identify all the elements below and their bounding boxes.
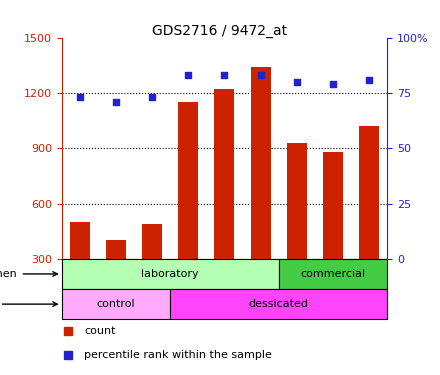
Bar (359, 126, 379, 259)
Bar (106, 240, 126, 259)
Text: control: control (96, 299, 135, 309)
Bar (287, 142, 307, 259)
Bar (323, 152, 343, 259)
Text: specimen: specimen (0, 269, 57, 279)
Point (112, 99, 119, 105)
Text: stress: stress (0, 299, 57, 309)
Text: commercial: commercial (301, 269, 366, 279)
Bar (279, 259, 387, 289)
Point (293, 79, 300, 85)
Point (330, 81, 337, 87)
Bar (214, 89, 235, 259)
Point (76, 94, 83, 100)
Text: dessicated: dessicated (249, 299, 309, 309)
Text: percentile rank within the sample: percentile rank within the sample (84, 350, 272, 360)
Text: count: count (84, 326, 116, 336)
Bar (178, 102, 198, 259)
Bar (251, 67, 271, 259)
Bar (62, 259, 279, 289)
Point (221, 72, 228, 78)
Point (257, 72, 264, 78)
Text: laboratory: laboratory (141, 269, 199, 279)
Bar (170, 289, 387, 319)
Text: GDS2716 / 9472_at: GDS2716 / 9472_at (152, 24, 288, 38)
Bar (142, 224, 162, 259)
Point (366, 76, 373, 82)
Bar (62, 289, 170, 319)
Bar (70, 222, 90, 259)
Point (149, 94, 156, 100)
Point (185, 72, 192, 78)
